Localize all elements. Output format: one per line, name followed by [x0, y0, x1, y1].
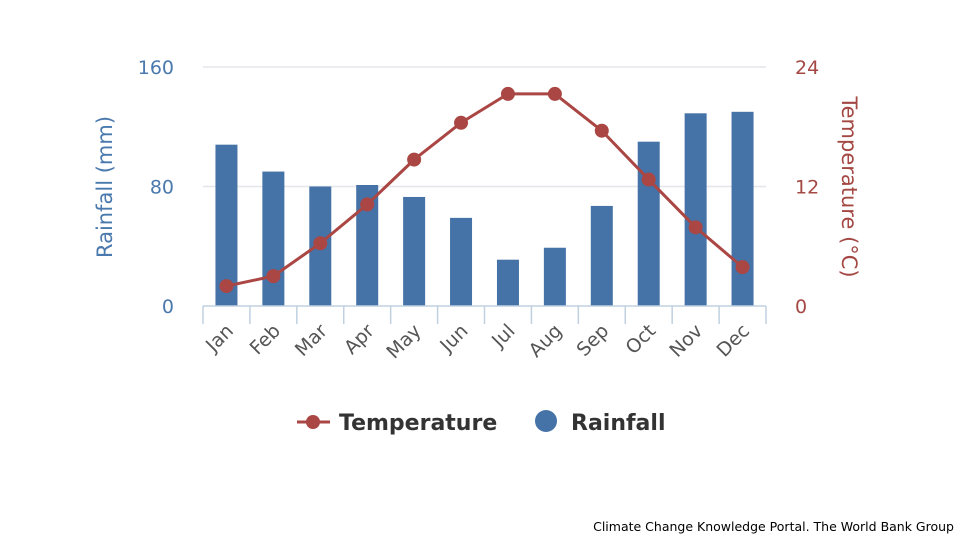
temperature-point[interactable]	[454, 115, 469, 130]
source-credit: Climate Change Knowledge Portal. The Wor…	[593, 519, 954, 534]
category-label: Oct	[621, 320, 660, 359]
rainfall-bar[interactable]	[262, 171, 285, 306]
category-label: Aug	[525, 320, 567, 362]
temperature-point[interactable]	[688, 220, 703, 235]
legend-item-rainfall[interactable]: Rainfall	[535, 410, 666, 436]
category-label: Dec	[713, 320, 755, 362]
rainfall-bar[interactable]	[684, 113, 707, 307]
legend[interactable]: Temperature Rainfall	[297, 410, 666, 436]
rainfall-bar[interactable]	[356, 185, 379, 306]
rainfall-bar[interactable]	[731, 111, 754, 306]
temperature-point[interactable]	[547, 86, 562, 101]
legend-item-temperature[interactable]: Temperature	[297, 411, 497, 436]
y-right-tick-label: 12	[795, 177, 819, 199]
rainfall-bar[interactable]	[215, 144, 238, 306]
y-right-tick-label: 24	[795, 57, 819, 79]
y-left-tick-label: 0	[162, 296, 174, 318]
rainfall-bar[interactable]	[637, 141, 660, 306]
temperature-point[interactable]	[594, 123, 609, 138]
y-left-tick-label: 80	[150, 177, 174, 199]
legend-label-rainfall: Rainfall	[571, 411, 666, 436]
category-label: Nov	[665, 320, 707, 362]
temperature-point[interactable]	[360, 197, 375, 212]
temperature-series-line	[226, 92, 744, 288]
category-label: Jan	[201, 320, 238, 357]
y-axis-left-title: Rainfall (mm)	[93, 116, 117, 258]
temperature-point[interactable]	[641, 172, 656, 187]
rainfall-bars	[215, 111, 754, 307]
rainfall-bar[interactable]	[543, 247, 566, 306]
category-label: Apr	[340, 320, 379, 359]
rainfall-bar[interactable]	[450, 217, 473, 306]
y-right-tick-label: 0	[795, 296, 807, 318]
category-label: May	[382, 320, 425, 363]
rainfall-bar[interactable]	[496, 259, 519, 306]
temperature-point[interactable]	[407, 152, 422, 167]
temperature-line	[219, 86, 750, 294]
temperature-point[interactable]	[500, 86, 515, 101]
temperature-point[interactable]	[219, 279, 234, 294]
rainfall-bar[interactable]	[590, 205, 613, 306]
category-label: Jul	[487, 320, 519, 352]
category-label: Mar	[291, 320, 332, 361]
y-axis-ticks: 0 80 160 0 12 24	[138, 57, 819, 318]
category-label: Feb	[246, 320, 285, 359]
y-left-tick-label: 160	[138, 57, 174, 79]
legend-label-temperature: Temperature	[339, 411, 497, 436]
category-labels: Jan Feb Mar Apr May Jun Jul Aug Sep Oct Nov Dec	[201, 320, 754, 363]
y-axis-right-title: Temperature (°C)	[837, 95, 861, 277]
temperature-point[interactable]	[313, 236, 328, 251]
legend-rainfall-marker	[535, 410, 557, 432]
rainfall-bar[interactable]	[403, 196, 426, 306]
temperature-point[interactable]	[266, 269, 281, 284]
legend-temperature-marker	[306, 415, 320, 429]
gridlines	[203, 66, 766, 188]
x-axis	[202, 305, 767, 324]
category-label: Sep	[572, 320, 613, 361]
category-label: Jun	[435, 320, 472, 357]
temperature-point[interactable]	[735, 260, 750, 275]
